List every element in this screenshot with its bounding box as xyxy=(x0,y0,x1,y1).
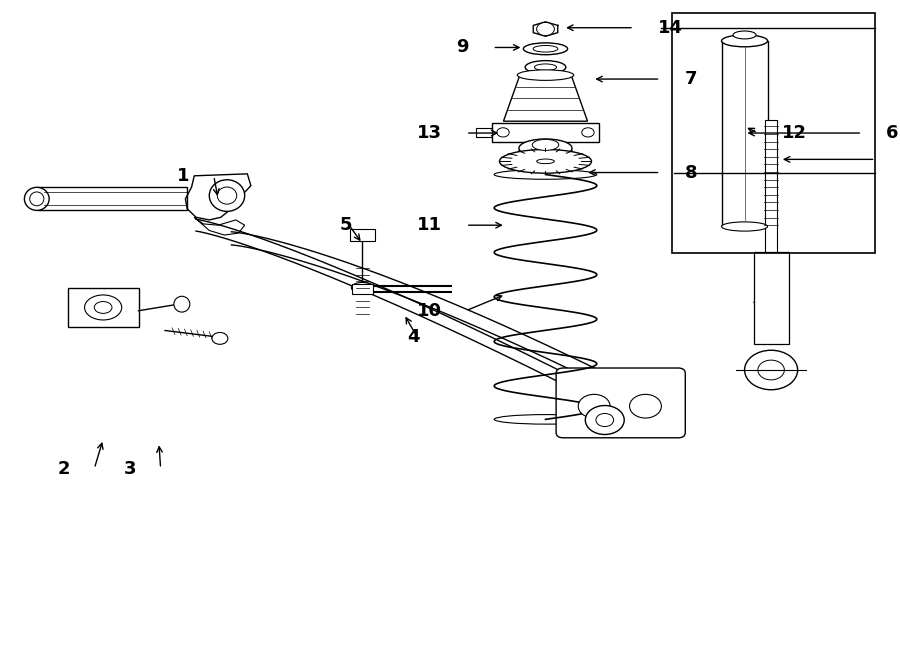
Bar xyxy=(68,288,139,327)
Polygon shape xyxy=(503,75,588,121)
Ellipse shape xyxy=(525,61,566,74)
Text: 3: 3 xyxy=(124,460,137,478)
Circle shape xyxy=(629,395,661,418)
Ellipse shape xyxy=(734,31,756,39)
Text: 6: 6 xyxy=(886,124,898,142)
Circle shape xyxy=(497,128,509,137)
Text: 14: 14 xyxy=(658,19,683,37)
Text: 11: 11 xyxy=(417,216,442,234)
Ellipse shape xyxy=(217,187,237,204)
Text: 13: 13 xyxy=(417,124,442,142)
Text: 9: 9 xyxy=(456,38,469,56)
Ellipse shape xyxy=(351,282,374,293)
Bar xyxy=(37,187,187,210)
Ellipse shape xyxy=(85,295,122,320)
Bar xyxy=(753,252,788,344)
Ellipse shape xyxy=(494,414,597,424)
Bar xyxy=(765,120,777,258)
Polygon shape xyxy=(533,22,558,36)
Ellipse shape xyxy=(519,139,572,157)
Polygon shape xyxy=(194,217,245,235)
Text: 1: 1 xyxy=(177,167,190,185)
Bar xyxy=(722,41,768,227)
Circle shape xyxy=(758,360,785,380)
Polygon shape xyxy=(185,174,251,220)
Circle shape xyxy=(585,406,625,434)
Ellipse shape xyxy=(533,46,558,52)
Ellipse shape xyxy=(722,35,768,47)
Ellipse shape xyxy=(722,222,768,231)
FancyBboxPatch shape xyxy=(556,368,685,438)
Text: 8: 8 xyxy=(684,163,697,182)
Ellipse shape xyxy=(210,180,245,212)
Ellipse shape xyxy=(494,170,597,179)
Bar xyxy=(492,123,598,141)
Circle shape xyxy=(536,22,554,36)
Ellipse shape xyxy=(500,149,591,173)
Bar xyxy=(350,229,374,241)
Ellipse shape xyxy=(30,192,44,206)
Text: 7: 7 xyxy=(684,70,697,88)
Text: 4: 4 xyxy=(408,328,420,346)
Ellipse shape xyxy=(535,64,556,71)
Circle shape xyxy=(578,395,610,418)
Ellipse shape xyxy=(524,43,568,55)
Ellipse shape xyxy=(536,159,554,164)
Ellipse shape xyxy=(518,70,573,81)
Circle shape xyxy=(596,413,614,426)
Ellipse shape xyxy=(174,296,190,312)
Bar xyxy=(476,128,492,137)
Ellipse shape xyxy=(94,301,112,313)
Text: 12: 12 xyxy=(782,124,806,142)
Ellipse shape xyxy=(532,139,559,151)
Text: 10: 10 xyxy=(417,302,442,320)
Circle shape xyxy=(212,332,228,344)
Text: 2: 2 xyxy=(58,460,70,478)
Bar xyxy=(672,13,876,253)
Ellipse shape xyxy=(24,187,50,210)
Circle shape xyxy=(581,128,594,137)
Circle shape xyxy=(744,350,797,390)
Text: 5: 5 xyxy=(339,216,352,234)
Bar xyxy=(352,284,373,293)
